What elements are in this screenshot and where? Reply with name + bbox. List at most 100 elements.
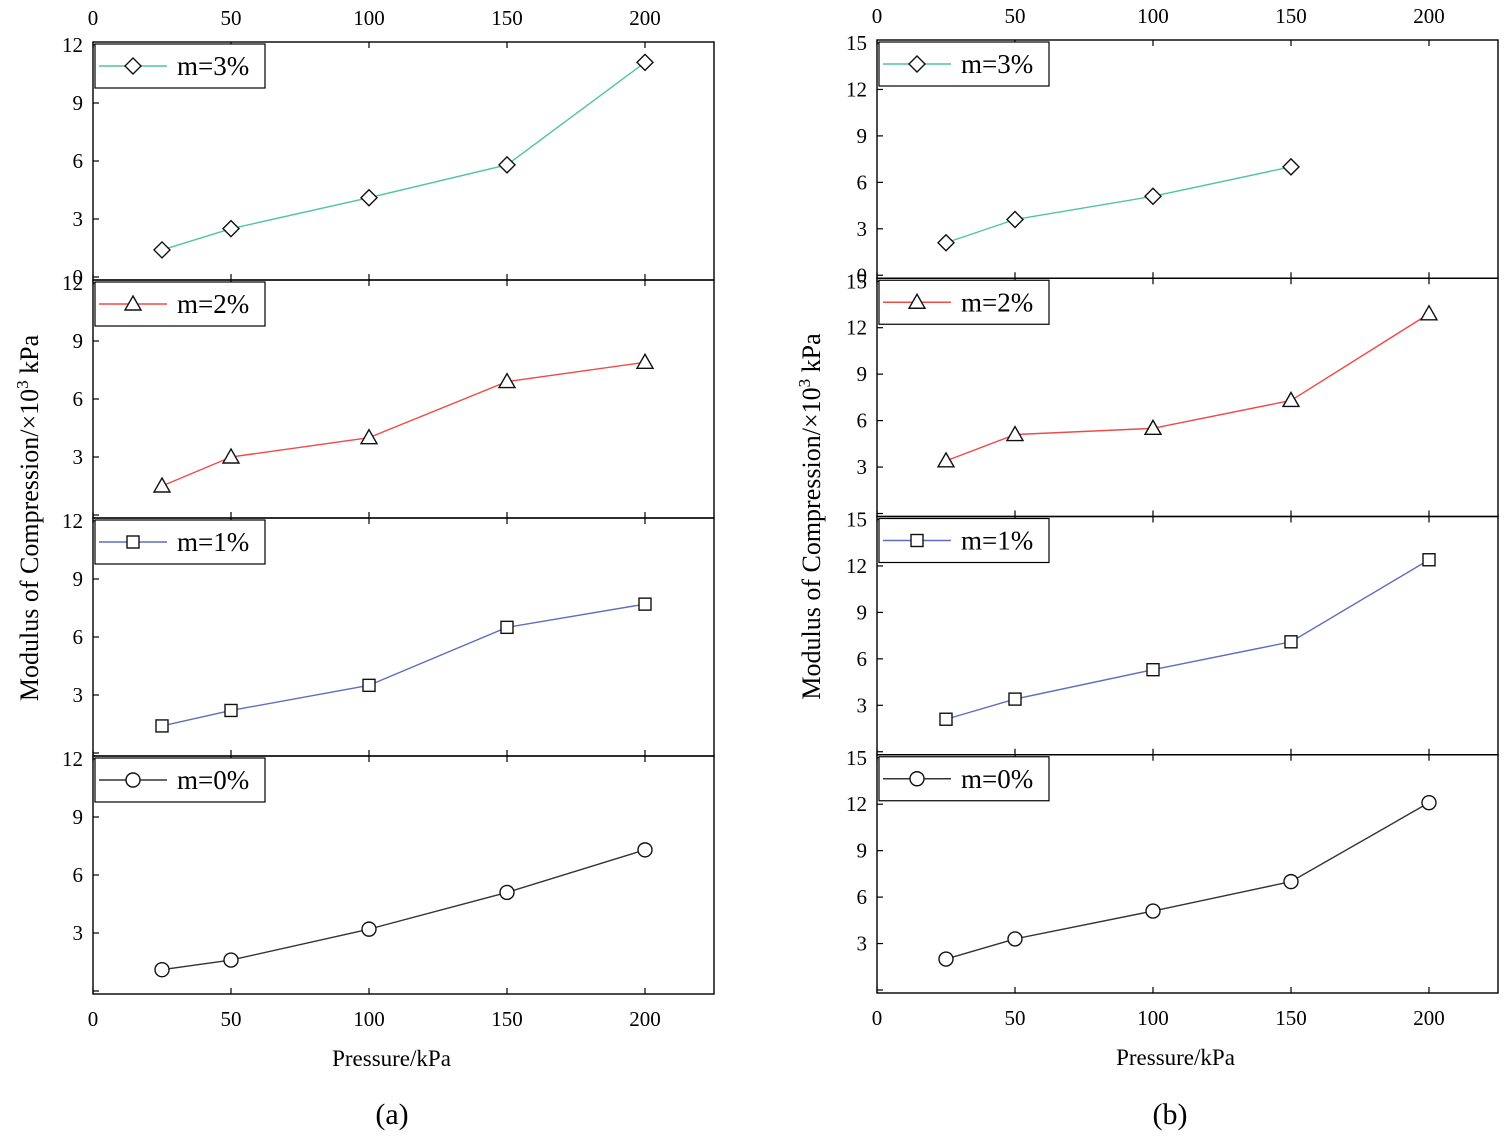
data-point bbox=[153, 240, 171, 259]
y-tick-label: 9 bbox=[857, 362, 868, 386]
y-tick-label: 12 bbox=[62, 747, 83, 771]
y-tick-label: 3 bbox=[857, 217, 868, 241]
y-tick-label: 3 bbox=[73, 921, 84, 945]
y-tick-label: 12 bbox=[62, 271, 83, 295]
y-tick-label: 0 bbox=[73, 265, 84, 289]
y-tick-label: 6 bbox=[73, 863, 84, 887]
x-tick-label-top: 150 bbox=[1275, 4, 1307, 28]
y-tick-label: 9 bbox=[73, 805, 84, 829]
legend-marker bbox=[124, 57, 142, 75]
legend: m=3% bbox=[94, 43, 266, 89]
y-axis-title-sup: 3 bbox=[13, 380, 32, 389]
x-tick-label-top: 0 bbox=[872, 4, 883, 28]
data-point bbox=[221, 447, 241, 464]
panel-m3: 0 3 6 9 12 m=3% bbox=[62, 33, 715, 289]
data-point bbox=[1146, 662, 1160, 677]
data-point bbox=[936, 451, 956, 468]
y-tick-label: 12 bbox=[62, 509, 83, 533]
chart-a: 0 3 6 9 12 m=3% 3 6 9 12 m=2% 3 6 9 12 m=1% 3 6 9 12 m=0% 0 50… bbox=[13, 6, 715, 1131]
data-point bbox=[224, 703, 238, 718]
y-tick-label: 12 bbox=[846, 316, 867, 340]
x-tick-label: 50 bbox=[221, 1007, 242, 1031]
y-tick-label: 3 bbox=[73, 445, 84, 469]
legend-label: m=3% bbox=[961, 49, 1033, 79]
x-tick-label-top: 150 bbox=[491, 6, 523, 30]
y-tick-label: 15 bbox=[846, 269, 867, 293]
y-tick-label: 9 bbox=[857, 839, 868, 863]
data-point bbox=[635, 352, 655, 369]
chart-b: 0 3 6 9 12 15 m=3% 3 6 9 12 15 m=2% 3 6 9 12 15 m=1% 3 6 9 12 1… bbox=[795, 4, 1499, 1131]
data-point bbox=[1419, 304, 1439, 321]
x-tick-label: 0 bbox=[88, 1007, 99, 1031]
y-axis-title-main: Modulus of Compression/×10 bbox=[797, 387, 826, 699]
panel-frame bbox=[876, 754, 1499, 994]
y-tick-label: 3 bbox=[857, 932, 868, 956]
data-point bbox=[155, 719, 169, 733]
data-point bbox=[362, 678, 376, 693]
legend-marker bbox=[125, 772, 141, 788]
x-tick-label: 150 bbox=[1275, 1006, 1307, 1030]
legend-label: m=0% bbox=[177, 765, 249, 795]
panel-m3: 0 3 6 9 12 15 m=3% bbox=[846, 31, 1499, 287]
data-point bbox=[1421, 794, 1437, 811]
legend-box bbox=[94, 43, 266, 89]
series-line bbox=[945, 166, 1292, 244]
series-line bbox=[161, 849, 646, 971]
data-point bbox=[223, 952, 239, 968]
x-tick-label: 100 bbox=[353, 1007, 385, 1031]
y-tick-label: 6 bbox=[857, 170, 868, 194]
data-point bbox=[1284, 635, 1298, 649]
y-axis-title-unit: kPa bbox=[15, 334, 44, 380]
panel-m0: 3 6 9 12 m=0% bbox=[62, 747, 715, 995]
legend-marker bbox=[910, 533, 924, 548]
data-point bbox=[1143, 418, 1163, 436]
y-tick-label: 6 bbox=[857, 647, 868, 671]
data-point bbox=[939, 712, 953, 726]
data-point bbox=[1422, 553, 1436, 567]
y-tick-label: 15 bbox=[846, 508, 867, 532]
data-point bbox=[361, 921, 377, 937]
data-point bbox=[1006, 210, 1024, 229]
y-tick-label: 9 bbox=[857, 600, 868, 624]
data-point bbox=[1005, 425, 1025, 442]
x-tick-label-top: 0 bbox=[88, 6, 99, 30]
x-tick-label-top: 50 bbox=[221, 6, 242, 30]
y-tick-label: 9 bbox=[73, 91, 84, 115]
series-line bbox=[161, 61, 646, 251]
legend: m=2% bbox=[878, 279, 1050, 325]
y-tick-label: 6 bbox=[857, 885, 868, 909]
subfigure-caption: (b) bbox=[1153, 1098, 1188, 1131]
data-point bbox=[636, 53, 654, 72]
y-axis-title-main: Modulus of Compression/×10 bbox=[15, 389, 44, 701]
y-tick-label: 9 bbox=[73, 567, 84, 591]
legend-label: m=3% bbox=[177, 51, 249, 81]
y-tick-label: 6 bbox=[857, 409, 868, 433]
y-axis-title: Modulus of Compression/×103 kPa bbox=[13, 334, 44, 701]
panel-m1: 3 6 9 12 15 m=1% bbox=[846, 508, 1499, 756]
data-point bbox=[638, 597, 652, 611]
y-tick-label: 3 bbox=[73, 683, 84, 707]
data-point bbox=[1282, 157, 1300, 176]
y-tick-label: 6 bbox=[73, 625, 84, 649]
panel-m1: 3 6 9 12 m=1% bbox=[62, 509, 715, 757]
data-point bbox=[1007, 931, 1023, 947]
legend: m=1% bbox=[94, 519, 266, 565]
data-point bbox=[222, 219, 240, 238]
data-point bbox=[1281, 391, 1301, 408]
y-tick-label: 15 bbox=[846, 746, 867, 770]
data-point bbox=[1008, 692, 1022, 706]
legend-label: m=1% bbox=[961, 526, 1033, 556]
data-point bbox=[499, 884, 515, 901]
legend-label: m=2% bbox=[961, 287, 1033, 317]
x-tick-label-top: 50 bbox=[1005, 4, 1026, 28]
legend-label: m=1% bbox=[177, 527, 249, 557]
data-point bbox=[1145, 903, 1161, 919]
x-tick-label-top: 100 bbox=[1137, 4, 1169, 28]
y-tick-label: 3 bbox=[857, 693, 868, 717]
legend-marker bbox=[123, 294, 143, 311]
y-tick-label: 6 bbox=[73, 387, 84, 411]
y-axis-title-sup: 3 bbox=[795, 379, 814, 388]
x-tick-label: 0 bbox=[872, 1006, 883, 1030]
legend: m=0% bbox=[94, 757, 266, 803]
